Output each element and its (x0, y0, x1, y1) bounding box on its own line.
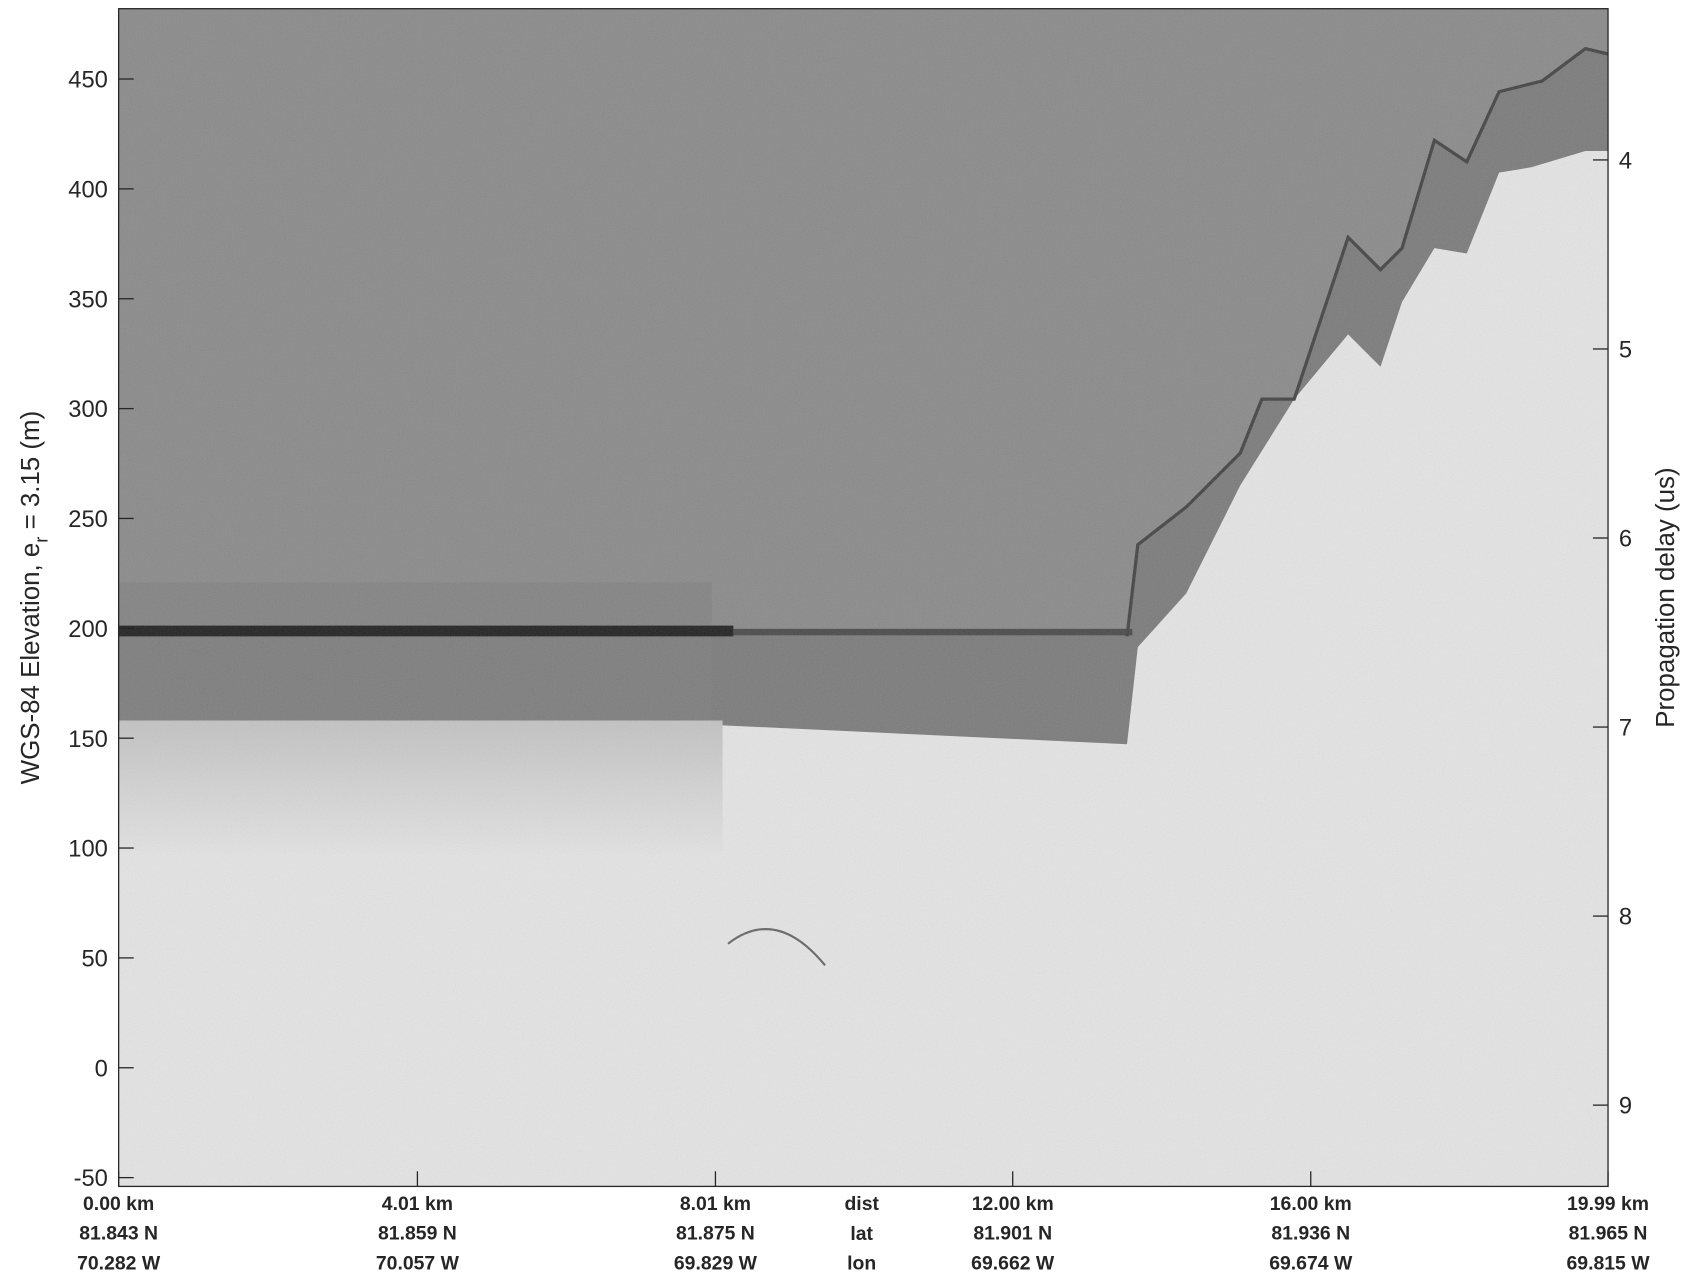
lat-label: 81.843 N (79, 1222, 158, 1244)
y-tick-label: -50 (74, 1166, 108, 1192)
y-label-sub: r (30, 537, 51, 543)
x-tick-label: 12.00 km (972, 1193, 1054, 1215)
x-tick-label: 8.01 km (680, 1193, 751, 1215)
y2-tick-label: 7 (1619, 716, 1632, 742)
y-tick-label: 400 (68, 177, 108, 203)
row-label: lon (847, 1252, 876, 1274)
y2-tick-label: 4 (1619, 149, 1632, 175)
y2-axis-label: Propagation delay (us) (1652, 467, 1680, 727)
lat-label: 81.859 N (378, 1222, 457, 1244)
lon-label: 70.282 W (77, 1252, 161, 1274)
radargram-image (118, 8, 1609, 1187)
y-tick-label: 0 (95, 1056, 108, 1082)
y-tick-label: 100 (68, 837, 108, 863)
y-tick-label: 300 (68, 397, 108, 423)
lon-label: 69.829 W (674, 1252, 758, 1274)
y-tick-label: 350 (68, 287, 108, 313)
lon-label: 69.815 W (1566, 1252, 1650, 1274)
plot-frame (117, 8, 1609, 1188)
y2-tick-label: 8 (1619, 905, 1632, 931)
y2-tick-label: 9 (1619, 1094, 1632, 1120)
lat-label: 81.901 N (973, 1222, 1052, 1244)
y-tick-label: 250 (68, 507, 108, 533)
x-tick-label: 19.99 km (1567, 1193, 1649, 1215)
x-tick-label: 16.00 km (1270, 1193, 1352, 1215)
lon-label: 69.662 W (971, 1252, 1055, 1274)
y-tick-label: 450 (68, 68, 108, 94)
y-label-end: = 3.15 (m) (17, 411, 45, 537)
lat-label: 81.875 N (676, 1222, 755, 1244)
y2-tick-label: 5 (1619, 338, 1632, 364)
y-label-main: WGS-84 Elevation, e (17, 543, 45, 785)
y-tick-label: 50 (81, 947, 107, 973)
row-label: lat (850, 1223, 873, 1245)
lat-label: 81.936 N (1271, 1222, 1350, 1244)
lat-label: 81.965 N (1569, 1222, 1648, 1244)
y-tick-label: 200 (68, 617, 108, 643)
row-label: dist (844, 1193, 879, 1215)
x-tick-label: 4.01 km (382, 1193, 453, 1215)
lon-label: 70.057 W (376, 1252, 460, 1274)
y2-tick-label: 6 (1619, 527, 1632, 553)
lon-label: 69.674 W (1269, 1252, 1353, 1274)
y-tick-label: 150 (68, 727, 108, 753)
x-tick-label: 0.00 km (83, 1193, 154, 1215)
y-axis-label: WGS-84 Elevation, er = 3.15 (m) (17, 411, 52, 785)
